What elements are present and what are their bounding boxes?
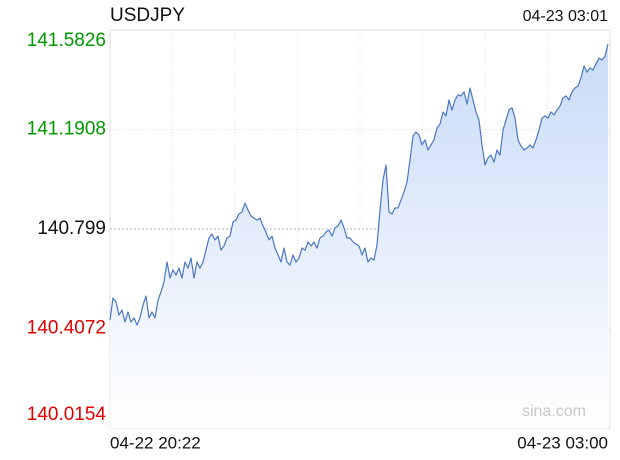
chart-title: USDJPY xyxy=(110,5,185,26)
y-tick-label: 141.5826 xyxy=(27,30,106,51)
y-tick-label: 140.4072 xyxy=(27,318,106,339)
y-tick-label: 140.799 xyxy=(37,218,106,239)
timestamp: 04-23 03:01 xyxy=(523,8,609,25)
line xyxy=(109,43,609,326)
y-tick-label: 141.1908 xyxy=(27,119,106,140)
x-axis-label: 04-23 03:00 xyxy=(517,433,608,452)
y-tick-label: 140.0154 xyxy=(27,404,107,425)
watermark: sina.com xyxy=(522,403,586,420)
area xyxy=(110,43,608,429)
x-axis-label: 04-22 20:22 xyxy=(110,433,201,452)
